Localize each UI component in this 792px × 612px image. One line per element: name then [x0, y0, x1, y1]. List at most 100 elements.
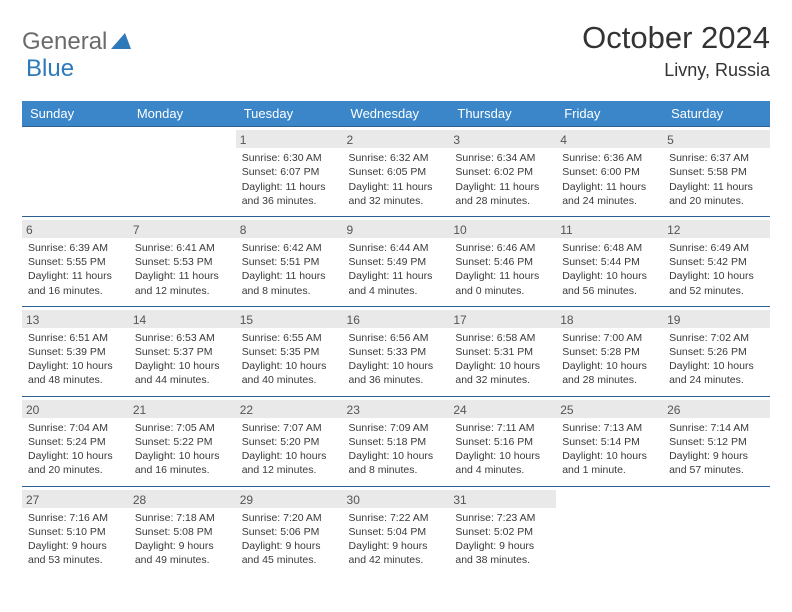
day-number: 19 — [663, 310, 770, 328]
sunset-text: Sunset: 5:55 PM — [28, 255, 123, 269]
sunrise-text: Sunrise: 6:49 AM — [669, 241, 764, 255]
week-row: 001Sunrise: 6:30 AMSunset: 6:07 PMDaylig… — [22, 127, 770, 217]
empty-cell: 0 — [129, 127, 236, 217]
day-cell: 28Sunrise: 7:18 AMSunset: 5:08 PMDayligh… — [129, 486, 236, 575]
location: Livny, Russia — [582, 60, 770, 81]
sunrise-text: Sunrise: 6:48 AM — [562, 241, 657, 255]
day-cell: 12Sunrise: 6:49 AMSunset: 5:42 PMDayligh… — [663, 216, 770, 306]
sunset-text: Sunset: 6:00 PM — [562, 165, 657, 179]
sunrise-text: Sunrise: 7:16 AM — [28, 511, 123, 525]
sunset-text: Sunset: 5:20 PM — [242, 435, 337, 449]
day-number: 6 — [22, 220, 129, 238]
day-cell: 13Sunrise: 6:51 AMSunset: 5:39 PMDayligh… — [22, 306, 129, 396]
day-cell: 10Sunrise: 6:46 AMSunset: 5:46 PMDayligh… — [449, 216, 556, 306]
day-cell: 26Sunrise: 7:14 AMSunset: 5:12 PMDayligh… — [663, 396, 770, 486]
sunrise-text: Sunrise: 7:20 AM — [242, 511, 337, 525]
day-number: 26 — [663, 400, 770, 418]
week-row: 13Sunrise: 6:51 AMSunset: 5:39 PMDayligh… — [22, 306, 770, 396]
sunrise-text: Sunrise: 6:56 AM — [349, 331, 444, 345]
sunrise-text: Sunrise: 6:42 AM — [242, 241, 337, 255]
sunset-text: Sunset: 5:53 PM — [135, 255, 230, 269]
weekday-header-row: SundayMondayTuesdayWednesdayThursdayFrid… — [22, 101, 770, 127]
day-number: 11 — [556, 220, 663, 238]
sunrise-text: Sunrise: 7:14 AM — [669, 421, 764, 435]
daylight-text: Daylight: 11 hours and 4 minutes. — [349, 269, 444, 297]
day-number: 17 — [449, 310, 556, 328]
day-number: 27 — [22, 490, 129, 508]
empty-cell: 0 — [556, 486, 663, 575]
sunrise-text: Sunrise: 6:37 AM — [669, 151, 764, 165]
logo-shape-icon — [111, 31, 131, 54]
daylight-text: Daylight: 11 hours and 28 minutes. — [455, 180, 550, 208]
sunset-text: Sunset: 5:39 PM — [28, 345, 123, 359]
sunset-text: Sunset: 5:24 PM — [28, 435, 123, 449]
daylight-text: Daylight: 10 hours and 16 minutes. — [135, 449, 230, 477]
day-cell: 27 Sunrise: 7:16 AMSunset: 5:10 PMDayligh… — [22, 486, 129, 575]
sunset-text: Sunset: 5:04 PM — [349, 525, 444, 539]
sunrise-text: Sunrise: 6:36 AM — [562, 151, 657, 165]
daylight-text: Daylight: 9 hours and 38 minutes. — [455, 539, 550, 567]
daylight-text: Daylight: 11 hours and 0 minutes. — [455, 269, 550, 297]
sunset-text: Sunset: 5:58 PM — [669, 165, 764, 179]
daylight-text: Daylight: 10 hours and 44 minutes. — [135, 359, 230, 387]
daylight-text: Daylight: 10 hours and 12 minutes. — [242, 449, 337, 477]
logo-text-blue: Blue — [26, 55, 74, 82]
weekday-friday: Friday — [556, 101, 663, 127]
daylight-text: Daylight: 11 hours and 20 minutes. — [669, 180, 764, 208]
sunset-text: Sunset: 5:22 PM — [135, 435, 230, 449]
sunrise-text: Sunrise: 6:44 AM — [349, 241, 444, 255]
day-number: 14 — [129, 310, 236, 328]
sunrise-text: Sunrise: 6:55 AM — [242, 331, 337, 345]
sunset-text: Sunset: 5:12 PM — [669, 435, 764, 449]
daylight-text: Daylight: 10 hours and 8 minutes. — [349, 449, 444, 477]
week-row: 20Sunrise: 7:04 AMSunset: 5:24 PMDayligh… — [22, 396, 770, 486]
daylight-text: Daylight: 10 hours and 52 minutes. — [669, 269, 764, 297]
sunrise-text: Sunrise: 6:41 AM — [135, 241, 230, 255]
day-cell: 23 Sunrise: 7:09 AMSunset: 5:18 PMDayligh… — [343, 396, 450, 486]
day-cell: 6Sunrise: 6:39 AMSunset: 5:55 PMDaylight… — [22, 216, 129, 306]
daylight-text: Daylight: 9 hours and 49 minutes. — [135, 539, 230, 567]
sunset-text: Sunset: 5:51 PM — [242, 255, 337, 269]
day-number: 21 — [129, 400, 236, 418]
weekday-monday: Monday — [129, 101, 236, 127]
day-cell: 1Sunrise: 6:30 AMSunset: 6:07 PMDaylight… — [236, 127, 343, 217]
sunset-text: Sunset: 5:10 PM — [28, 525, 123, 539]
daylight-text: Daylight: 11 hours and 36 minutes. — [242, 180, 337, 208]
daylight-text: Daylight: 10 hours and 32 minutes. — [455, 359, 550, 387]
sunset-text: Sunset: 5:46 PM — [455, 255, 550, 269]
sunrise-text: Sunrise: 7:04 AM — [28, 421, 123, 435]
day-cell: 14Sunrise: 6:53 AMSunset: 5:37 PMDayligh… — [129, 306, 236, 396]
sunrise-text: Sunrise: 7:18 AM — [135, 511, 230, 525]
day-cell: 24Sunrise: 7:11 AMSunset: 5:16 PMDayligh… — [449, 396, 556, 486]
sunrise-text: Sunrise: 6:51 AM — [28, 331, 123, 345]
sunrise-text: Sunrise: 7:09 AM — [349, 421, 444, 435]
day-number: 22 — [236, 400, 343, 418]
weekday-wednesday: Wednesday — [343, 101, 450, 127]
day-number: 3 — [449, 130, 556, 148]
day-number: 23 — [343, 400, 450, 418]
sunrise-text: Sunrise: 7:23 AM — [455, 511, 550, 525]
daylight-text: Daylight: 10 hours and 40 minutes. — [242, 359, 337, 387]
sunrise-text: Sunrise: 6:39 AM — [28, 241, 123, 255]
sunrise-text: Sunrise: 6:58 AM — [455, 331, 550, 345]
sunset-text: Sunset: 6:07 PM — [242, 165, 337, 179]
day-cell: 25Sunrise: 7:13 AMSunset: 5:14 PMDayligh… — [556, 396, 663, 486]
day-cell: 3Sunrise: 6:34 AMSunset: 6:02 PMDaylight… — [449, 127, 556, 217]
day-number: 8 — [236, 220, 343, 238]
sunset-text: Sunset: 5:16 PM — [455, 435, 550, 449]
day-cell: 19Sunrise: 7:02 AMSunset: 5:26 PMDayligh… — [663, 306, 770, 396]
sunset-text: Sunset: 5:06 PM — [242, 525, 337, 539]
empty-cell: 0 — [22, 127, 129, 217]
sunset-text: Sunset: 5:14 PM — [562, 435, 657, 449]
daylight-text: Daylight: 10 hours and 24 minutes. — [669, 359, 764, 387]
logo-text-general: General — [22, 28, 107, 56]
day-cell: 31Sunrise: 7:23 AMSunset: 5:02 PMDayligh… — [449, 486, 556, 575]
weekday-saturday: Saturday — [663, 101, 770, 127]
daylight-text: Daylight: 9 hours and 53 minutes. — [28, 539, 123, 567]
calendar: SundayMondayTuesdayWednesdayThursdayFrid… — [22, 101, 770, 575]
sunset-text: Sunset: 5:26 PM — [669, 345, 764, 359]
sunset-text: Sunset: 5:18 PM — [349, 435, 444, 449]
sunset-text: Sunset: 5:02 PM — [455, 525, 550, 539]
day-cell: 17Sunrise: 6:58 AMSunset: 5:31 PMDayligh… — [449, 306, 556, 396]
sunrise-text: Sunrise: 6:30 AM — [242, 151, 337, 165]
